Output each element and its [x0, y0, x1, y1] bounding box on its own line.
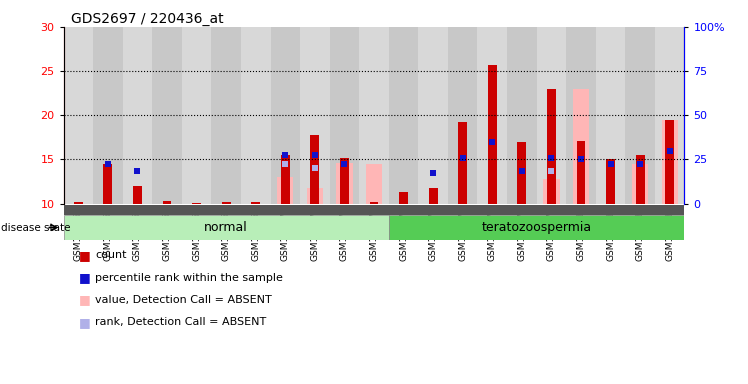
- Bar: [654, 27, 684, 204]
- Bar: [448, 27, 477, 204]
- Bar: [64, 215, 389, 240]
- Text: value, Detection Call = ABSENT: value, Detection Call = ABSENT: [95, 295, 272, 305]
- Text: GSM158465: GSM158465: [133, 206, 142, 261]
- Text: GSM158473: GSM158473: [370, 206, 378, 261]
- Text: GSM158481: GSM158481: [606, 206, 615, 261]
- Bar: [661, 120, 678, 204]
- Bar: [64, 27, 94, 204]
- Bar: [212, 27, 241, 204]
- Bar: [399, 192, 408, 204]
- Bar: [153, 27, 182, 204]
- Text: GSM158477: GSM158477: [488, 206, 497, 261]
- Bar: [330, 27, 359, 204]
- Bar: [577, 141, 586, 204]
- Text: GSM158467: GSM158467: [192, 206, 201, 261]
- Text: ■: ■: [79, 249, 91, 262]
- Text: GSM158483: GSM158483: [665, 206, 674, 261]
- Text: GSM158482: GSM158482: [636, 206, 645, 261]
- Bar: [389, 215, 684, 240]
- Bar: [389, 27, 418, 204]
- Text: GSM158479: GSM158479: [547, 206, 556, 261]
- Bar: [536, 27, 566, 204]
- Bar: [271, 27, 300, 204]
- Bar: [459, 122, 467, 204]
- Bar: [278, 177, 293, 204]
- Text: GDS2697 / 220436_at: GDS2697 / 220436_at: [71, 12, 224, 25]
- Text: GSM158475: GSM158475: [429, 206, 438, 261]
- Text: GSM158463: GSM158463: [74, 206, 83, 261]
- Text: GSM158471: GSM158471: [310, 206, 319, 261]
- Text: disease state: disease state: [1, 222, 71, 233]
- Bar: [103, 164, 112, 204]
- Bar: [370, 202, 378, 204]
- Bar: [300, 27, 330, 204]
- Bar: [280, 155, 289, 204]
- Bar: [507, 27, 536, 204]
- Text: GSM158469: GSM158469: [251, 206, 260, 261]
- Bar: [595, 27, 625, 204]
- Text: ■: ■: [79, 293, 91, 306]
- Bar: [337, 163, 352, 204]
- Bar: [162, 201, 171, 204]
- Bar: [241, 27, 271, 204]
- Bar: [606, 159, 615, 204]
- Text: ■: ■: [79, 316, 91, 329]
- Text: ■: ■: [79, 271, 91, 284]
- Text: GSM158470: GSM158470: [280, 206, 289, 261]
- Bar: [543, 179, 560, 204]
- Bar: [665, 120, 674, 204]
- Bar: [94, 27, 123, 204]
- Text: count: count: [95, 250, 126, 260]
- Text: GSM158468: GSM158468: [221, 206, 230, 261]
- Text: GSM158478: GSM158478: [518, 206, 527, 261]
- Bar: [518, 142, 527, 204]
- Bar: [182, 27, 212, 204]
- Bar: [221, 202, 230, 204]
- Bar: [192, 203, 201, 204]
- Text: percentile rank within the sample: percentile rank within the sample: [95, 273, 283, 283]
- Text: GSM158480: GSM158480: [577, 206, 586, 261]
- Bar: [625, 27, 654, 204]
- Bar: [310, 135, 319, 204]
- Text: GSM158466: GSM158466: [162, 206, 171, 261]
- Bar: [307, 188, 323, 204]
- Bar: [366, 164, 382, 204]
- Bar: [418, 27, 448, 204]
- Bar: [340, 157, 349, 204]
- Bar: [632, 164, 649, 204]
- Bar: [74, 202, 83, 204]
- Bar: [429, 188, 438, 204]
- Bar: [573, 89, 589, 204]
- Bar: [636, 155, 645, 204]
- Bar: [477, 27, 507, 204]
- Bar: [547, 89, 556, 204]
- Text: GSM158464: GSM158464: [103, 206, 112, 261]
- Text: normal: normal: [204, 221, 248, 234]
- Bar: [123, 27, 153, 204]
- Text: GSM158476: GSM158476: [459, 206, 468, 261]
- Bar: [359, 27, 389, 204]
- Text: GSM158474: GSM158474: [399, 206, 408, 261]
- Bar: [488, 65, 497, 204]
- Text: rank, Detection Call = ABSENT: rank, Detection Call = ABSENT: [95, 317, 266, 327]
- Bar: [133, 186, 142, 204]
- Text: GSM158472: GSM158472: [340, 206, 349, 261]
- Text: teratozoospermia: teratozoospermia: [482, 221, 592, 234]
- Bar: [566, 27, 595, 204]
- Bar: [251, 202, 260, 204]
